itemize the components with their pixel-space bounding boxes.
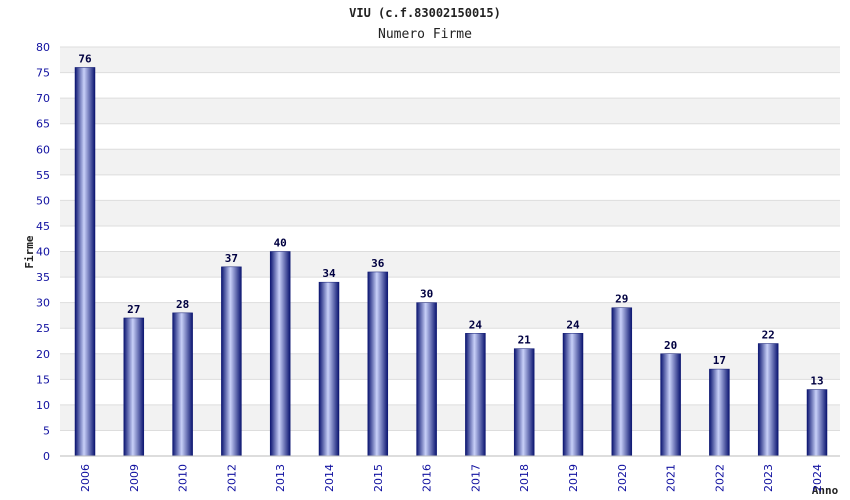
bar-2009 xyxy=(123,317,145,457)
x-tick-label: 2016 xyxy=(421,464,434,492)
bar-label-2021: 20 xyxy=(664,339,677,352)
y-tick-label: 80 xyxy=(36,41,50,54)
bar-label-2009: 27 xyxy=(127,303,140,316)
x-axis-ticks: 2006 2009 2010 2012 2013 2014 2015 2016 2017 2018… xyxy=(79,464,824,492)
x-tick-label: 2014 xyxy=(323,464,336,492)
bar-label-2022: 17 xyxy=(713,354,726,367)
y-tick-label: 30 xyxy=(36,297,50,310)
x-tick-label: 2012 xyxy=(225,464,238,492)
y-tick-label: 35 xyxy=(36,271,50,284)
bar-label-2006: 76 xyxy=(78,52,92,65)
x-tick-label: 2017 xyxy=(469,464,482,492)
bar-label-2017: 24 xyxy=(469,318,483,331)
y-tick-label: 70 xyxy=(36,92,50,105)
y-tick-label: 20 xyxy=(36,348,50,361)
bar-label-2016: 30 xyxy=(420,288,433,301)
x-tick-label: 2024 xyxy=(811,464,824,492)
x-tick-label: 2013 xyxy=(274,464,287,492)
grid-band xyxy=(60,47,840,73)
y-axis-label: Firme xyxy=(23,235,36,268)
bar-2018 xyxy=(513,348,535,457)
y-tick-label: 75 xyxy=(36,67,50,80)
y-tick-label: 50 xyxy=(36,194,50,207)
x-tick-label: 2023 xyxy=(762,464,775,492)
bar-value-labels: 76 27 28 37 40 34 36 30 24 21 24 29 20 17 22 13 xyxy=(78,52,823,387)
grid-band xyxy=(60,251,840,278)
x-tick-label: 2019 xyxy=(567,464,580,492)
bar-label-2018: 21 xyxy=(518,334,532,347)
bar-2021 xyxy=(660,353,681,457)
grid-bands xyxy=(60,47,840,431)
x-tick-label: 2009 xyxy=(128,464,141,492)
bar-2016 xyxy=(416,302,437,457)
y-tick-label: 25 xyxy=(36,322,50,335)
bars xyxy=(74,67,828,457)
bar-label-2010: 28 xyxy=(176,298,189,311)
bar-label-2020: 29 xyxy=(615,293,628,306)
bar-2015 xyxy=(367,271,389,457)
x-tick-label: 2018 xyxy=(518,464,531,492)
grid-band xyxy=(60,149,840,175)
bar-2012 xyxy=(221,266,242,457)
bar-2014 xyxy=(318,281,340,457)
bar-2017 xyxy=(465,333,486,457)
bar-2022 xyxy=(709,368,730,457)
bar-label-2012: 37 xyxy=(225,252,238,265)
x-tick-label: 2022 xyxy=(713,464,726,492)
bar-2020 xyxy=(611,307,633,457)
x-tick-label: 2010 xyxy=(177,464,190,492)
y-tick-label: 10 xyxy=(36,399,50,412)
x-tick-label: 2021 xyxy=(665,464,678,492)
bar-2024 xyxy=(806,389,828,457)
y-tick-label: 65 xyxy=(36,118,50,131)
chart-title: VIU (c.f.83002150015) xyxy=(349,6,501,20)
bar-2010 xyxy=(172,312,193,457)
bar-label-2013: 40 xyxy=(274,237,287,250)
bar-2019 xyxy=(562,333,584,457)
grid-band xyxy=(60,98,840,124)
bar-label-2019: 24 xyxy=(566,318,580,331)
x-axis-label: Anno xyxy=(812,484,839,497)
y-tick-label: 45 xyxy=(36,220,50,233)
y-tick-label: 60 xyxy=(36,143,50,156)
bar-label-2015: 36 xyxy=(371,257,385,270)
bar-label-2014: 34 xyxy=(322,267,336,280)
x-tick-label: 2020 xyxy=(616,464,629,492)
grid-band xyxy=(60,200,840,226)
bar-2006 xyxy=(74,67,96,457)
y-tick-label: 5 xyxy=(43,424,50,437)
y-tick-label: 55 xyxy=(36,169,50,182)
y-tick-label: 0 xyxy=(43,450,50,463)
y-axis-ticks: 0 5 10 15 20 25 30 35 40 45 50 55 60 65 70 75 80 xyxy=(36,41,50,463)
bar-label-2024: 13 xyxy=(810,375,823,388)
chart-subtitle: Numero Firme xyxy=(378,27,472,42)
y-tick-label: 15 xyxy=(36,373,50,386)
bar-label-2023: 22 xyxy=(762,329,775,342)
bar-2013 xyxy=(269,251,291,457)
x-tick-label: 2006 xyxy=(79,464,92,492)
x-tick-label: 2015 xyxy=(372,464,385,492)
y-tick-label: 40 xyxy=(36,246,50,259)
bar-2023 xyxy=(757,343,779,457)
